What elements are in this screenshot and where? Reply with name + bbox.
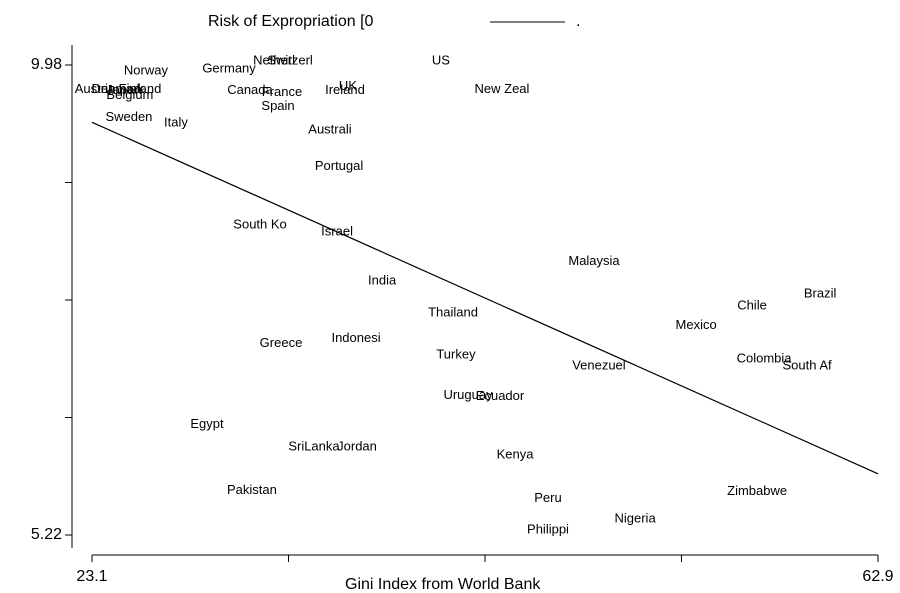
point-label: Portugal	[315, 158, 364, 173]
point-label: Finland	[119, 81, 162, 96]
point-label: UK	[339, 78, 357, 93]
point-label: Mexico	[676, 317, 717, 332]
point-label: Indonesi	[331, 330, 380, 345]
legend-label: .	[576, 13, 580, 30]
x-axis-label: Gini Index from World Bank	[345, 576, 541, 593]
point-label: Sweden	[105, 109, 152, 124]
point-label: Jordan	[337, 439, 377, 454]
point-label: Philippi	[527, 522, 569, 537]
point-label: Venezuel	[572, 358, 626, 373]
point-label: Italy	[164, 115, 188, 130]
point-label: Switzerl	[267, 52, 313, 67]
point-label: France	[262, 84, 302, 99]
x-tick-label: 23.1	[76, 568, 107, 585]
point-label: Kenya	[497, 446, 535, 461]
point-label: Spain	[261, 98, 294, 113]
point-label: Pakistan	[227, 482, 277, 497]
point-label: Norway	[124, 62, 169, 77]
fit-line	[91, 121, 879, 475]
point-label: Zimbabwe	[727, 483, 787, 498]
point-label: Egypt	[190, 416, 224, 431]
point-label: India	[368, 273, 397, 288]
point-label: Turkey	[436, 347, 476, 362]
point-label: Ecuador	[476, 388, 525, 403]
chart-title: Risk of Expropriation [0	[208, 13, 374, 30]
point-label: Chile	[737, 297, 767, 312]
point-label: Brazil	[804, 286, 837, 301]
point-label: Thailand	[428, 304, 478, 319]
point-label: Netherl	[253, 52, 295, 67]
point-label: Israel	[321, 223, 353, 238]
point-label: Denmark	[91, 81, 144, 96]
point-label: Colombia	[737, 351, 793, 366]
point-label: Peru	[534, 490, 561, 505]
point-label: SriLanka	[288, 439, 340, 454]
point-label: South Af	[783, 358, 833, 373]
y-tick-label: 5.22	[31, 526, 62, 543]
point-label: Germany	[202, 60, 256, 75]
point-label: Japan	[106, 82, 141, 97]
point-label: Australi	[308, 122, 351, 137]
point-label: Canada	[227, 82, 273, 97]
y-tick-label: 9.98	[31, 56, 62, 73]
point-label: Austria	[75, 81, 116, 96]
point-label: New Zeal	[475, 81, 530, 96]
point-label: South Ko	[233, 216, 287, 231]
point-label: Ireland	[325, 82, 365, 97]
x-tick-label: 62.9	[862, 568, 893, 585]
point-label: Malaysia	[568, 253, 620, 268]
point-label: Uruguay	[443, 387, 493, 402]
point-label: US	[432, 52, 450, 67]
point-label: Greece	[260, 335, 303, 350]
point-label: Belgium	[106, 87, 153, 102]
point-label: Nigeria	[614, 511, 656, 526]
